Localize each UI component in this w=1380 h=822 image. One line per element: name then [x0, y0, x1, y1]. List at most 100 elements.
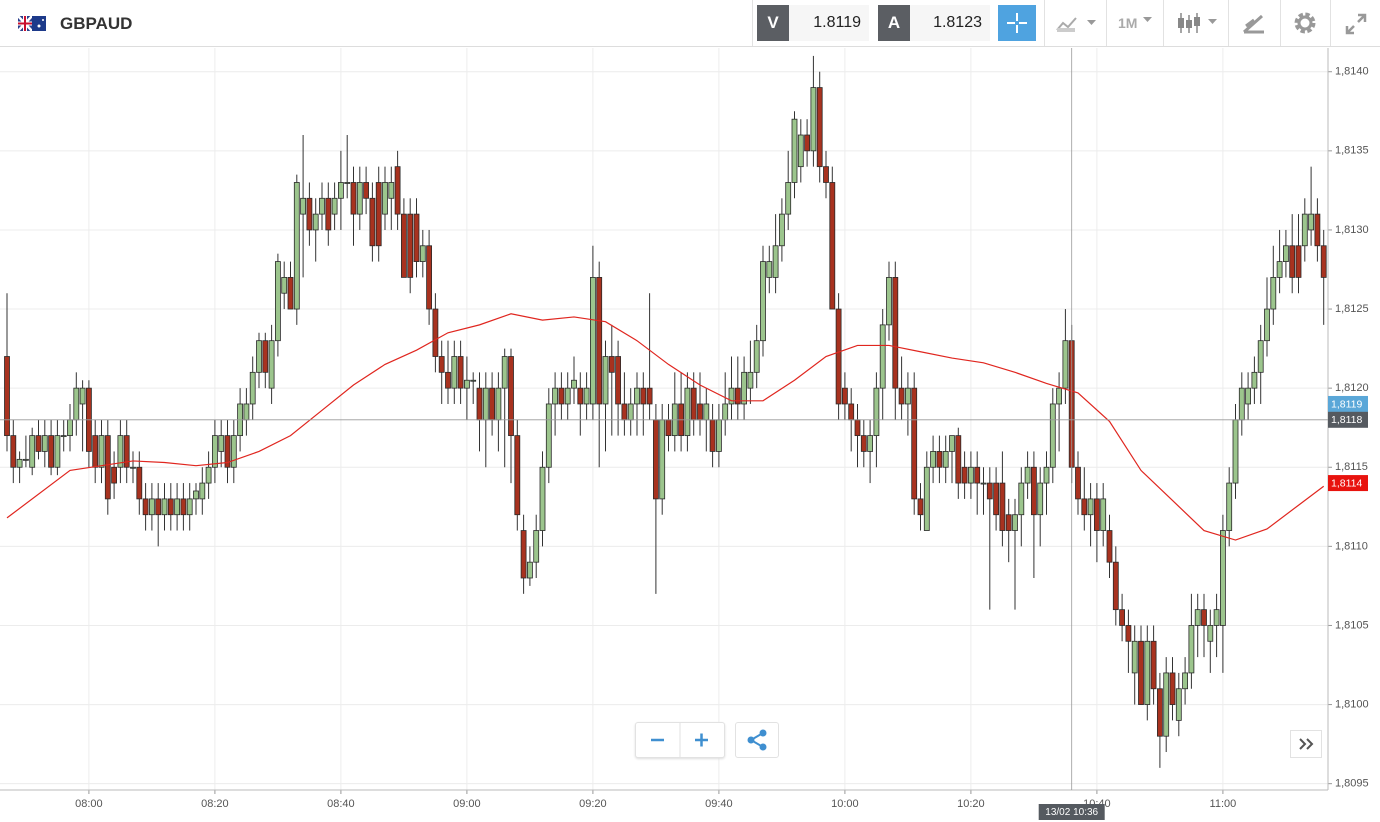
candle-body: [999, 482, 1006, 531]
candle-body: [552, 387, 558, 405]
flag-icon: [18, 16, 46, 31]
settings-button[interactable]: [1293, 11, 1317, 35]
candle-body: [1075, 466, 1081, 500]
candle-body: [986, 482, 993, 500]
candle-body: [1207, 625, 1214, 642]
candle-body: [697, 403, 703, 421]
candle-body: [400, 213, 407, 278]
candle-body: [665, 419, 672, 437]
x-tick-label: 08:00: [75, 798, 103, 810]
candle-body: [854, 419, 861, 437]
plot-area: [0, 48, 1328, 790]
chart-type-button[interactable]: [1055, 12, 1100, 34]
dropdown-arrow: [1143, 17, 1152, 22]
candle-body: [287, 277, 294, 310]
y-tick-label: 1,8100: [1335, 698, 1369, 710]
candle-body: [274, 261, 281, 342]
y-tick-label: 1,8115: [1335, 461, 1368, 473]
candle-body: [293, 182, 300, 310]
candle-body: [703, 403, 710, 421]
candle-body: [980, 482, 987, 485]
candle-body: [79, 387, 86, 405]
candle-body: [426, 245, 433, 310]
candle-body: [312, 213, 319, 231]
candle-body: [470, 379, 477, 382]
candle-body: [1308, 213, 1314, 231]
candle-body: [161, 498, 168, 516]
x-tick-label: 09:40: [705, 798, 733, 810]
candle-body: [243, 403, 250, 421]
candle-body: [942, 451, 949, 468]
candle-body: [1157, 688, 1163, 737]
moving-average-line: [6, 313, 1325, 541]
candle-body: [92, 435, 99, 468]
candle-body: [394, 166, 401, 215]
x-tick-label: 10:20: [957, 798, 985, 810]
candle-body: [816, 87, 823, 168]
candle-body: [974, 466, 981, 484]
candle-body: [16, 458, 23, 468]
separator: [1106, 0, 1107, 46]
candle-body: [923, 466, 930, 531]
candle-body: [741, 371, 747, 405]
candle-body: [249, 371, 256, 405]
share-button[interactable]: [735, 722, 779, 758]
candle-body: [1283, 245, 1289, 262]
candle-body: [457, 356, 464, 389]
candle-body: [10, 435, 17, 468]
candle-body: [199, 482, 206, 500]
candle-body: [35, 435, 42, 452]
candle-body: [747, 371, 754, 389]
price-tag-label: 1,8118: [1331, 414, 1362, 426]
y-tick-label: 1,8110: [1335, 540, 1368, 552]
candle-body: [1125, 625, 1132, 642]
candle-body: [224, 435, 231, 468]
candle-body: [306, 197, 313, 231]
candle-body: [155, 498, 162, 516]
candle-body: [873, 387, 880, 437]
candle-body: [1213, 609, 1220, 626]
candle-body: [867, 435, 873, 452]
candle-body: [829, 182, 836, 310]
candles-button[interactable]: [1176, 11, 1221, 35]
separator: [1280, 0, 1281, 46]
candle-body: [1320, 245, 1327, 278]
candle-body: [734, 387, 741, 405]
timeframe-button[interactable]: 1M: [1118, 15, 1138, 31]
candle-body: [772, 245, 779, 278]
candle-body: [728, 387, 735, 405]
candle-body: [382, 182, 388, 215]
candle-body: [495, 387, 502, 421]
candle-body: [369, 197, 376, 247]
candle-body: [54, 435, 61, 468]
candle-body: [514, 435, 521, 516]
candle-body: [571, 379, 577, 389]
candle-body: [331, 197, 338, 215]
ask-price[interactable]: 1.8123: [910, 5, 990, 41]
bid-button[interactable]: V: [757, 5, 789, 41]
candle-body: [911, 387, 918, 500]
draw-button[interactable]: [1242, 12, 1266, 34]
candle-body: [463, 379, 470, 389]
candle-body: [1220, 530, 1226, 626]
candle-body: [29, 435, 36, 468]
scroll-end-button[interactable]: [1290, 730, 1322, 758]
candle-body: [1182, 672, 1188, 690]
candle-body: [1100, 498, 1107, 531]
candle-body: [791, 118, 798, 183]
candle-body: [1012, 514, 1018, 531]
y-tick-label: 1,8105: [1335, 619, 1369, 631]
candle-body: [1112, 561, 1119, 611]
candle-body: [634, 387, 640, 405]
ask-button[interactable]: A: [878, 5, 910, 41]
candle-body: [533, 530, 540, 563]
crosshair-button[interactable]: [998, 5, 1036, 41]
bid-price[interactable]: 1.8119: [789, 5, 869, 41]
candle-body: [930, 451, 936, 468]
fullscreen-button[interactable]: [1344, 12, 1368, 36]
candle-body: [1131, 640, 1138, 674]
candle-body: [1150, 640, 1157, 690]
price-tag: [1328, 411, 1368, 428]
candle-body: [501, 356, 508, 389]
